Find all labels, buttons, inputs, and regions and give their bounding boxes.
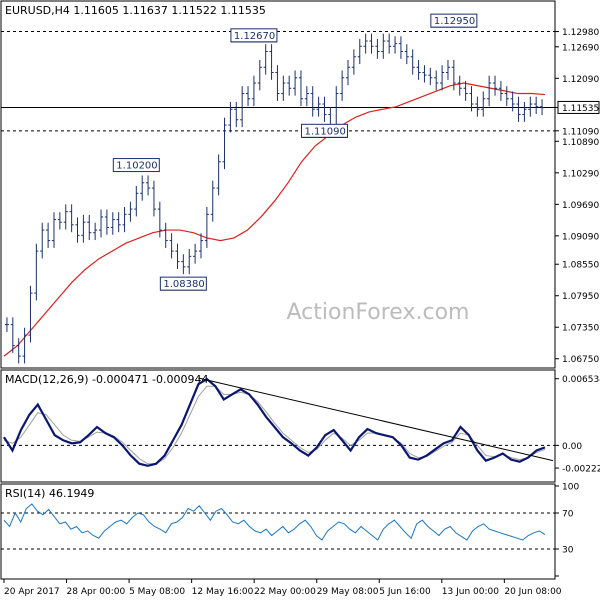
x-tick-label: 12 May 16:00 (192, 587, 254, 597)
price-y-tick-label: 1.11535 (562, 104, 599, 114)
macd-signal-line (3, 385, 546, 465)
price-y-tick-label: 1.12690 (562, 43, 599, 53)
rsi-line (3, 503, 546, 541)
x-tick-label: 5 May 08:00 (129, 587, 185, 597)
rsi-y-tick-label: 100 (562, 483, 579, 493)
macd-panel-title: MACD(12,26,9) -0.000471 -0.000944 (5, 373, 208, 386)
sma-line (3, 82, 546, 357)
x-tick-label: 20 Jun 08:00 (504, 587, 561, 597)
macd-main-line (3, 377, 546, 467)
annotation-box (430, 13, 478, 28)
macd-panel (0, 369, 556, 483)
annotation-label: 1.10200 (116, 161, 157, 172)
rsi-panel-title: RSI(14) 46.1949 (5, 487, 94, 500)
macd-y-tick-label: 0.00 (562, 442, 582, 452)
price-panel-title: EURUSD,H4 1.11605 1.11637 1.11522 1.1153… (5, 4, 266, 17)
price-y-tick-label: 1.07950 (562, 292, 599, 302)
x-tick-label: 29 May 08:00 (317, 587, 379, 597)
price-y-tick-label: 1.11090 (562, 127, 599, 137)
annotation-label: 1.12670 (234, 31, 275, 42)
x-tick-label: 22 May 00:00 (254, 587, 316, 597)
annotation-label: 1.11090 (304, 126, 345, 137)
x-tick-label: 28 Apr 00:00 (67, 587, 126, 597)
annotation-box (230, 28, 278, 43)
x-tick-label: 20 Apr 2017 (4, 587, 60, 597)
price-panel (0, 0, 556, 369)
current-price-box (557, 100, 600, 114)
rsi-y-tick-label: 70 (562, 510, 574, 520)
rsi-panel (0, 483, 556, 580)
x-tick-label: 13 Jun 00:00 (442, 587, 499, 597)
annotation-label: 1.12950 (434, 16, 475, 27)
rsi-y-tick-label: 30 (562, 546, 574, 556)
macd-y-tick-label: 0.006534 (562, 375, 600, 385)
price-y-tick-label: 1.09690 (562, 201, 599, 211)
annotation-box (300, 123, 348, 138)
price-y-tick-label: 1.06750 (562, 355, 599, 365)
annotation-box (112, 158, 160, 173)
macd-trendline (198, 377, 554, 462)
annotation-box (159, 276, 207, 291)
price-y-tick-label: 1.08550 (562, 261, 599, 271)
price-y-tick-label: 1.10890 (562, 138, 599, 148)
price-y-tick-label: 1.10290 (562, 169, 599, 179)
x-tick-label: 5 Jun 16:00 (379, 587, 431, 597)
price-y-tick-label: 1.09090 (562, 232, 599, 242)
watermark: ActionForex.com (287, 300, 470, 325)
annotation-label: 1.08380 (163, 279, 204, 290)
price-y-tick-label: 1.07350 (562, 324, 599, 334)
price-y-tick-label: 1.12980 (562, 28, 599, 38)
macd-y-tick-label: -0.002226 (562, 465, 600, 475)
price-y-tick-label: 1.12090 (562, 75, 599, 85)
